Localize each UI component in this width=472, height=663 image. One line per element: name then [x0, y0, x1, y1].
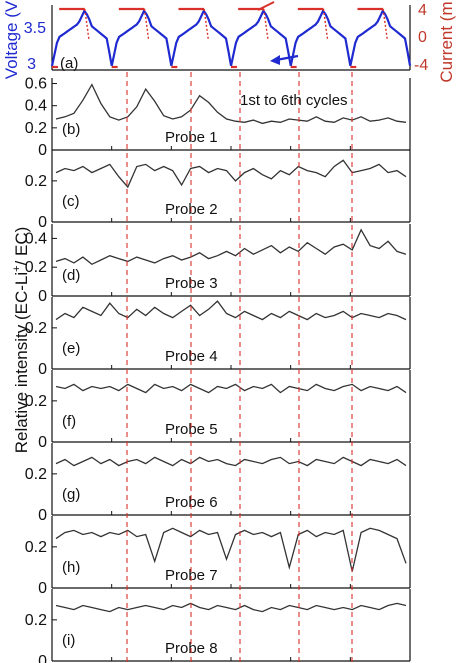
voltage-arrow-head [270, 55, 280, 65]
cycle-dividers [126, 72, 353, 662]
panel-letter-label: (i) [62, 632, 75, 649]
current-arrow-line [257, 1, 275, 11]
panel-letter-label: (e) [62, 340, 80, 357]
y-tick-label: 0 [38, 653, 47, 663]
y-tick-label: 0.2 [25, 539, 47, 556]
current-tick-0: 0 [418, 29, 427, 46]
voltage-curve [349, 8, 412, 67]
voltage-tick-3.5: 3.5 [24, 20, 46, 37]
current-transition [203, 8, 210, 41]
current-transition [322, 8, 329, 41]
current-transition [143, 8, 150, 41]
y-axis-title-tail: / EC) [12, 227, 31, 266]
panel-letter-label: (f) [62, 413, 76, 430]
probe-label: Probe 5 [165, 421, 218, 438]
current-axis-title: Current (m [437, 1, 456, 82]
voltage-curve [229, 8, 292, 67]
current-transition [382, 8, 389, 41]
current-transition [84, 8, 90, 41]
panel-letter-label: (d) [62, 267, 80, 284]
y-tick-label: 0 [38, 507, 47, 524]
current-tick-minus4: -4 [414, 57, 428, 74]
panel-letter-label: (g) [62, 486, 80, 503]
y-tick-label: 0.2 [25, 320, 47, 337]
y-tick-label: 0.2 [25, 393, 47, 410]
voltage-axis-title: Voltage (V [2, 0, 21, 79]
y-tick-label: 0.2 [25, 120, 47, 137]
current-tick-4: 4 [418, 2, 427, 19]
y-tick-label: 0 [38, 214, 47, 231]
panel-letter-label: (b) [62, 121, 80, 138]
y-tick-label: 0.2 [25, 612, 47, 629]
y-axis-title: Relative intensity (EC-Li+/ EC) [11, 227, 31, 454]
voltage-tick-3: 3 [27, 56, 36, 73]
y-tick-label: 0 [38, 580, 47, 597]
intensity-line [55, 300, 407, 321]
y-axis-title-main: Relative intensity (EC-Li [12, 272, 31, 453]
panel-letter-label: (c) [62, 193, 80, 210]
y-axis-title-sup: + [11, 265, 23, 271]
panel-letter-label: (h) [62, 559, 80, 576]
voltage-curve [289, 8, 352, 67]
y-tick-label: 0.6 [25, 76, 47, 93]
panel-a-label: (a) [60, 55, 78, 72]
intensity-line [55, 456, 407, 467]
y-tick-label: 0.2 [25, 466, 47, 483]
y-tick-label: 0 [38, 288, 47, 305]
probe-label: Probe 7 [165, 567, 218, 584]
intensity-line [55, 83, 407, 125]
probe-label: Probe 4 [165, 348, 218, 365]
y-tick-label: 0.2 [25, 173, 47, 190]
panel-a [50, 1, 412, 71]
intensity-line [55, 383, 407, 394]
y-tick-label: 0.4 [25, 98, 47, 115]
voltage-curve [50, 8, 113, 67]
y-tick-label: 0 [38, 434, 47, 451]
probe-label: Probe 6 [165, 494, 218, 511]
y-tick-label: 0 [38, 361, 47, 378]
intensity-line [55, 527, 407, 572]
intensity-line [55, 602, 407, 613]
intensity-line [55, 159, 407, 189]
intensity-line [55, 228, 407, 266]
cycles-note: 1st to 6th cycles [240, 92, 348, 109]
y-tick-label: 0.4 [25, 230, 47, 247]
y-tick-label: 0.2 [25, 259, 47, 276]
voltage-curve [110, 8, 173, 67]
voltage-curve [170, 8, 233, 67]
current-transition [263, 8, 269, 41]
y-tick-label: 0 [38, 142, 47, 159]
